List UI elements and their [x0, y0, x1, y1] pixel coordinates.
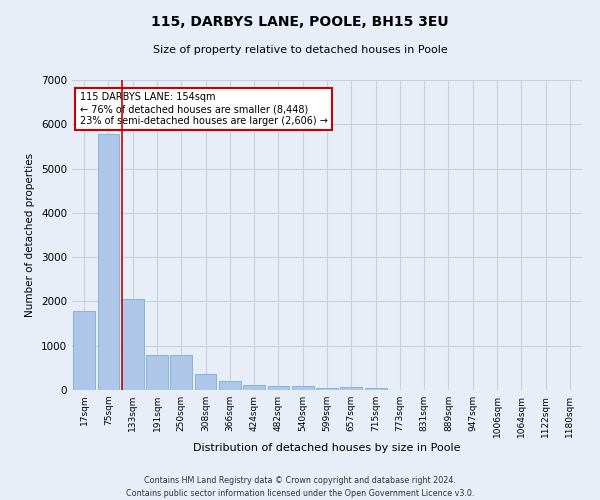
Bar: [365, 388, 386, 390]
Bar: [292, 386, 314, 390]
Bar: [243, 385, 265, 390]
Text: 115 DARBYS LANE: 154sqm
← 76% of detached houses are smaller (8,448)
23% of semi: 115 DARBYS LANE: 154sqm ← 76% of detache…: [80, 92, 328, 126]
Text: Size of property relative to detached houses in Poole: Size of property relative to detached ho…: [152, 45, 448, 55]
Bar: [316, 388, 338, 390]
Bar: [340, 387, 362, 390]
Text: Contains public sector information licensed under the Open Government Licence v3: Contains public sector information licen…: [126, 488, 474, 498]
Bar: [146, 354, 168, 390]
Bar: [268, 386, 289, 390]
X-axis label: Distribution of detached houses by size in Poole: Distribution of detached houses by size …: [193, 442, 461, 452]
Bar: [219, 381, 241, 390]
Bar: [170, 355, 192, 390]
Bar: [194, 374, 217, 390]
Text: 115, DARBYS LANE, POOLE, BH15 3EU: 115, DARBYS LANE, POOLE, BH15 3EU: [151, 15, 449, 29]
Bar: [122, 299, 143, 390]
Text: Contains HM Land Registry data © Crown copyright and database right 2024.: Contains HM Land Registry data © Crown c…: [144, 476, 456, 485]
Bar: [97, 134, 119, 390]
Y-axis label: Number of detached properties: Number of detached properties: [25, 153, 35, 317]
Bar: [73, 311, 95, 390]
